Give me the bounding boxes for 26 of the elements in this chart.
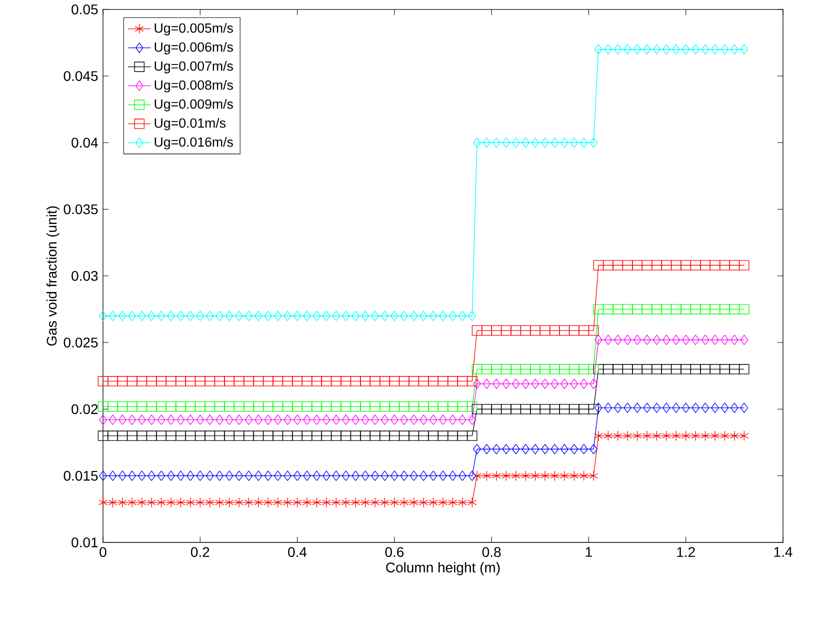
legend-label: Ug=0.016m/s — [154, 136, 233, 150]
x-tick-label: 0.8 — [482, 546, 501, 557]
y-tick-label: 0.03 — [72, 270, 98, 281]
y-tick-label: 0.02 — [72, 404, 98, 414]
x-tick-label: 0.4 — [288, 546, 307, 557]
x-tick-label: 0 — [100, 546, 106, 557]
y-tick-label: 0.035 — [64, 204, 98, 214]
legend-label: Ug=0.01m/s — [154, 118, 226, 130]
y-tick-label: 0.025 — [64, 337, 98, 348]
x-tick-label: 1 — [586, 546, 592, 557]
x-tick-label: 0.6 — [385, 546, 404, 557]
legend-label: Ug=0.005m/s — [154, 22, 233, 36]
legend-label: Ug=0.009m/s — [154, 98, 233, 112]
legend-label: Ug=0.007m/s — [154, 60, 233, 74]
x-tick-label: 1.4 — [774, 546, 792, 557]
y-tick-label: 0.045 — [64, 70, 98, 81]
y-tick-label: 0.05 — [72, 4, 98, 14]
legend-label: Ug=0.008m/s — [154, 80, 233, 92]
y-tick-label: 0.04 — [72, 138, 98, 148]
legend-label: Ug=0.006m/s — [154, 42, 233, 54]
y-tick-label: 0.01 — [72, 537, 98, 548]
x-tick-label: 0.2 — [190, 546, 210, 557]
y-tick-label: 0.015 — [64, 470, 98, 481]
x-tick-label: 1.2 — [677, 546, 695, 557]
y-axis-title: Gas void fraction (unit) — [46, 206, 60, 346]
x-axis-title: Column height (m) — [386, 562, 500, 576]
